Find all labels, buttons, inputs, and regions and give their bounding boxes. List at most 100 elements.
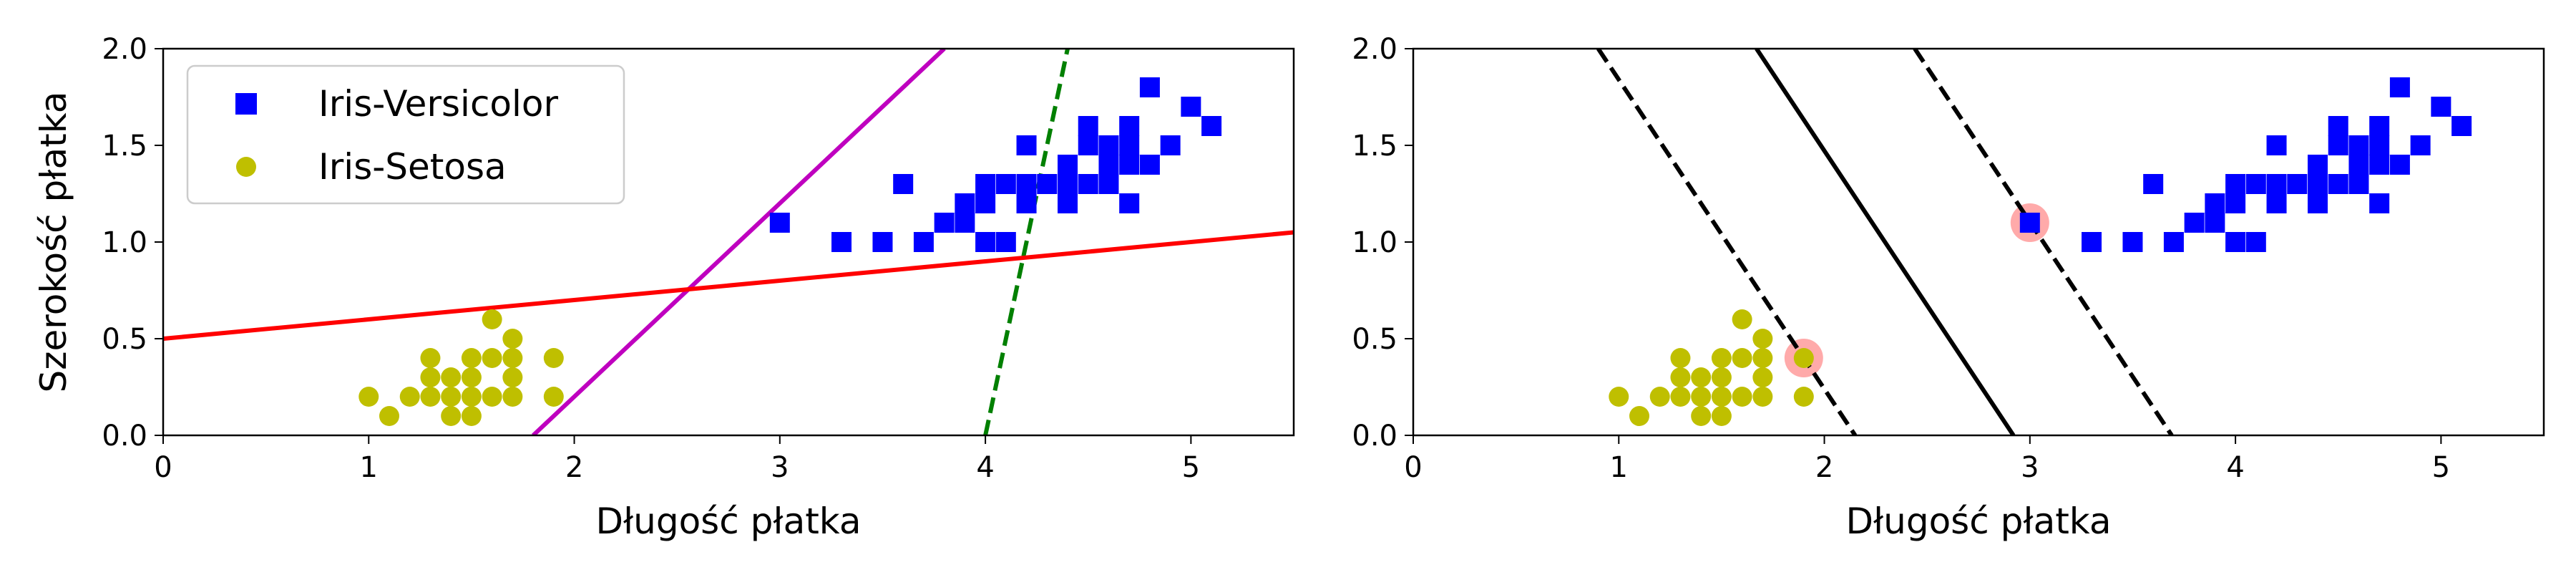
versicolor-point: [1119, 116, 1140, 136]
versicolor-point: [2369, 193, 2390, 213]
versicolor-point: [1016, 174, 1037, 194]
versicolor-point: [975, 174, 996, 194]
dashed-decision-line: [1913, 49, 2174, 435]
versicolor-point: [2369, 155, 2390, 175]
versicolor-point: [2287, 174, 2308, 194]
right-decision-lines: [1596, 49, 2174, 435]
versicolor-point: [2308, 193, 2328, 213]
versicolor-point: [1119, 193, 1140, 213]
setosa-point: [543, 348, 564, 368]
versicolor-point: [975, 193, 996, 213]
versicolor-point: [1058, 174, 1078, 194]
legend-marker-versicolor: [235, 93, 257, 115]
setosa-point: [1752, 329, 1773, 349]
solid-decision-line: [532, 49, 946, 435]
versicolor-point: [2266, 193, 2287, 213]
versicolor-point: [2225, 193, 2246, 213]
legend-label-versicolor: Iris-Versicolor: [318, 83, 559, 125]
y-tick-label: 2.0: [1352, 33, 1397, 66]
right-plot-frame: [1412, 47, 2545, 437]
y-tick-label: 0.0: [1352, 420, 1397, 453]
versicolor-point: [1098, 174, 1119, 194]
legend-frame: [186, 64, 625, 205]
y-tick-label: 1.5: [1352, 130, 1397, 163]
setosa-point: [420, 367, 441, 387]
legend-marker-setosa: [236, 157, 256, 177]
setosa-point: [482, 387, 502, 407]
setosa-point: [399, 387, 420, 407]
versicolor-point: [2245, 174, 2266, 194]
y-tick-label: 1.0: [1352, 226, 1397, 259]
versicolor-point: [2266, 174, 2287, 194]
y-tick-label: 0.0: [102, 420, 147, 453]
versicolor-point: [2348, 174, 2369, 194]
versicolor-point: [893, 174, 914, 194]
versicolor-point: [2328, 135, 2348, 155]
x-tick-label: 4: [976, 451, 994, 484]
left-y-axis-label: Szerokość płatka: [33, 92, 74, 393]
versicolor-point: [913, 232, 934, 252]
versicolor-point: [1058, 155, 1078, 175]
versicolor-point: [2348, 135, 2369, 155]
versicolor-point: [2348, 155, 2369, 175]
setosa-point: [1732, 348, 1752, 368]
versicolor-point: [2431, 97, 2451, 117]
versicolor-point: [1098, 155, 1119, 175]
right-axis-ticks: 0 1 2 3 4 5 0.0 0.5 1.0 1.5 2.0: [1352, 33, 2450, 484]
versicolor-point: [2328, 116, 2348, 136]
versicolor-point: [1016, 135, 1037, 155]
dashed-decision-line: [983, 49, 1070, 435]
y-tick-label: 1.0: [102, 226, 147, 259]
setosa-point: [482, 309, 502, 329]
setosa-point: [461, 348, 482, 368]
solid-decision-line: [1755, 49, 2016, 435]
versicolor-point: [995, 174, 1016, 194]
setosa-point: [1691, 387, 1712, 407]
versicolor-point: [2163, 232, 2184, 252]
setosa-point: [543, 387, 564, 407]
x-tick-label: 0: [154, 451, 172, 484]
versicolor-point: [1119, 135, 1140, 155]
setosa-point: [420, 348, 441, 368]
setosa-point: [461, 367, 482, 387]
setosa-point: [1670, 348, 1691, 368]
setosa-point: [441, 406, 462, 426]
legend-label-setosa: Iris-Setosa: [318, 146, 507, 188]
versicolor-point: [1078, 116, 1098, 136]
versicolor-point: [2308, 155, 2328, 175]
versicolor-point: [872, 232, 893, 252]
setosa-point: [502, 367, 523, 387]
y-tick-label: 1.5: [102, 130, 147, 163]
versicolor-point: [1201, 116, 1222, 136]
versicolor-point: [1119, 155, 1140, 175]
setosa-point: [461, 406, 482, 426]
versicolor-point: [1160, 135, 1181, 155]
versicolor-point: [995, 232, 1016, 252]
setosa-point: [1732, 309, 1752, 329]
left-axis-ticks: 0 1 2 3 4 5 0.0 0.5 1.0 1.5 2.0: [102, 33, 1200, 484]
versicolor-point: [2389, 77, 2410, 97]
versicolor-point: [2266, 135, 2287, 155]
x-tick-label: 2: [1815, 451, 1833, 484]
setosa-point: [1691, 406, 1712, 426]
versicolor-point: [1139, 155, 1160, 175]
setosa-point: [1793, 387, 1814, 407]
versicolor-point: [934, 213, 955, 233]
setosa-point: [1670, 387, 1691, 407]
versicolor-point: [831, 232, 852, 252]
setosa-point: [1711, 348, 1732, 368]
versicolor-point: [1181, 97, 1201, 117]
x-tick-label: 3: [771, 451, 789, 484]
versicolor-point: [769, 213, 790, 233]
versicolor-point: [2184, 213, 2205, 233]
versicolor-point: [2451, 116, 2472, 136]
setosa-point: [1711, 367, 1732, 387]
versicolor-point: [1139, 77, 1160, 97]
versicolor-point: [2308, 174, 2328, 194]
legend: Iris-Versicolor Iris-Setosa: [186, 64, 625, 205]
x-tick-label: 1: [1610, 451, 1628, 484]
left-decision-lines: [163, 49, 1294, 435]
versicolor-point: [1078, 135, 1098, 155]
setosa-point: [1732, 387, 1752, 407]
